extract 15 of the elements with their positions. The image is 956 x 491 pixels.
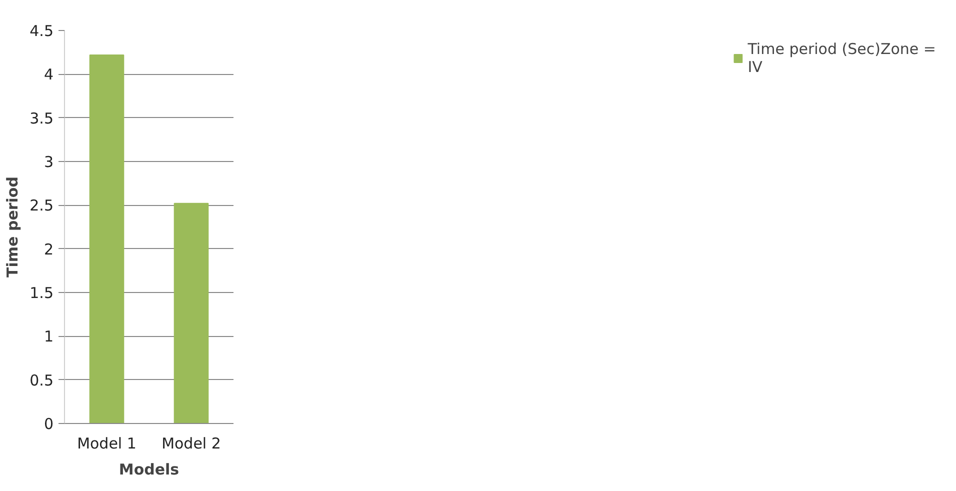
- y-tick-label: 2.5: [30, 196, 54, 215]
- y-tick-label: 1: [44, 328, 54, 346]
- y-tick-label: 3.5: [30, 109, 54, 128]
- y-tick-label: 4: [44, 66, 54, 84]
- x-tick-label: Model 2: [162, 434, 221, 452]
- y-axis-title: Time period: [4, 176, 22, 278]
- x-tick-label: Model 1: [77, 434, 136, 452]
- y-tick-label: 2: [44, 240, 54, 258]
- y-tick-label: 3: [44, 153, 54, 171]
- y-tick-label: 0: [44, 415, 54, 433]
- x-axis-title: Models: [118, 460, 180, 478]
- y-tick-label: 1.5: [30, 284, 54, 302]
- y-tick-label: 0.5: [30, 371, 54, 390]
- y-tick-label: 4.5: [30, 22, 54, 40]
- legend-label: Time period (Sec)Zone = IV: [748, 40, 936, 76]
